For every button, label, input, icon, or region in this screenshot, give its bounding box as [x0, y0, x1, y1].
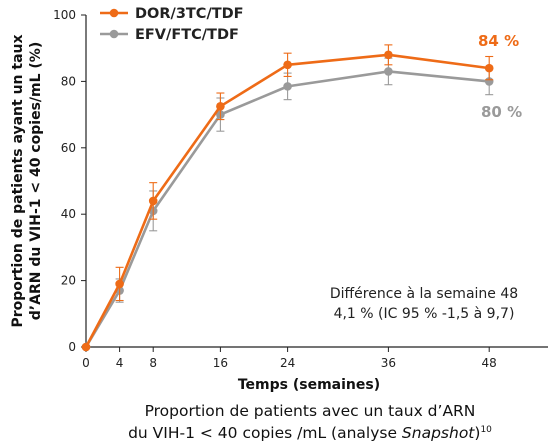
caption-line-2: du VIH-1 < 40 copies /mL (analyse Snapsh… [0, 421, 554, 443]
caption-superscript: 10 [480, 425, 492, 435]
y-tick-label: 60 [61, 141, 76, 155]
x-tick-label: 8 [149, 356, 157, 370]
y-tick-label: 80 [61, 74, 76, 88]
legend-label-0: DOR/3TC/TDF [135, 6, 244, 22]
caption-line-2-text: du VIH-1 < 40 copies /mL (analyse [128, 424, 402, 442]
end-label-dor: 84 % [478, 32, 519, 50]
x-tick-label: 48 [482, 356, 497, 370]
data-point [81, 342, 91, 352]
data-point [115, 279, 124, 289]
legend-label-1: EFV/FTC/TDF [135, 27, 239, 43]
y-tick-label: 40 [61, 207, 76, 221]
data-point [384, 67, 393, 76]
y-tick-label: 0 [68, 340, 76, 354]
caption-line-1: Proportion de patients avec un taux d’AR… [144, 402, 476, 420]
data-point [384, 50, 393, 60]
data-point [148, 196, 158, 206]
x-tick-label: 4 [116, 356, 124, 370]
x-tick-label: 0 [82, 356, 90, 370]
x-tick-label: 16 [213, 356, 228, 370]
x-tick-label: 36 [381, 356, 396, 370]
data-point [283, 60, 292, 70]
data-point [484, 63, 494, 73]
data-point [283, 82, 292, 91]
annotation-line-1: Différence à la semaine 48 [330, 286, 518, 302]
end-label-efv: 80 % [481, 103, 522, 121]
y-tick-label: 100 [53, 8, 76, 22]
y-tick-label: 20 [61, 274, 76, 288]
y-axis-title-line-1: Proportion de patients ayant un taux [10, 34, 26, 327]
x-tick-label: 24 [280, 356, 295, 370]
annotation-line-2: 4,1 % (IC 95 % -1,5 à 9,7) [334, 306, 515, 322]
y-axis-title-line-2: d’ARN du VIH-1 < 40 copies/mL (%) [28, 42, 44, 320]
legend-marker-0 [109, 8, 119, 18]
data-point [216, 102, 225, 111]
caption-line-2-suffix: ) [474, 424, 481, 442]
caption-italic: Snapshot [401, 424, 475, 442]
legend-marker-1 [109, 29, 119, 39]
caption: Proportion de patients avec un taux d’AR… [0, 402, 554, 443]
x-axis-title: Temps (semaines) [238, 377, 380, 393]
